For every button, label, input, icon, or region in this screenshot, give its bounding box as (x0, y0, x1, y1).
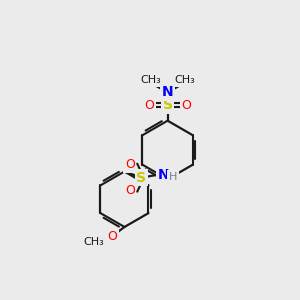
Text: O: O (107, 230, 117, 243)
Text: O: O (144, 99, 154, 112)
Text: S: S (163, 98, 172, 112)
Text: N: N (158, 168, 170, 182)
Text: S: S (136, 171, 146, 185)
Text: CH₃: CH₃ (174, 75, 195, 85)
Text: CH₃: CH₃ (140, 75, 161, 85)
Text: O: O (125, 184, 135, 197)
Text: CH₃: CH₃ (83, 237, 104, 248)
Text: O: O (125, 158, 135, 171)
Text: H: H (169, 172, 177, 182)
Text: N: N (162, 85, 173, 99)
Text: O: O (181, 99, 191, 112)
